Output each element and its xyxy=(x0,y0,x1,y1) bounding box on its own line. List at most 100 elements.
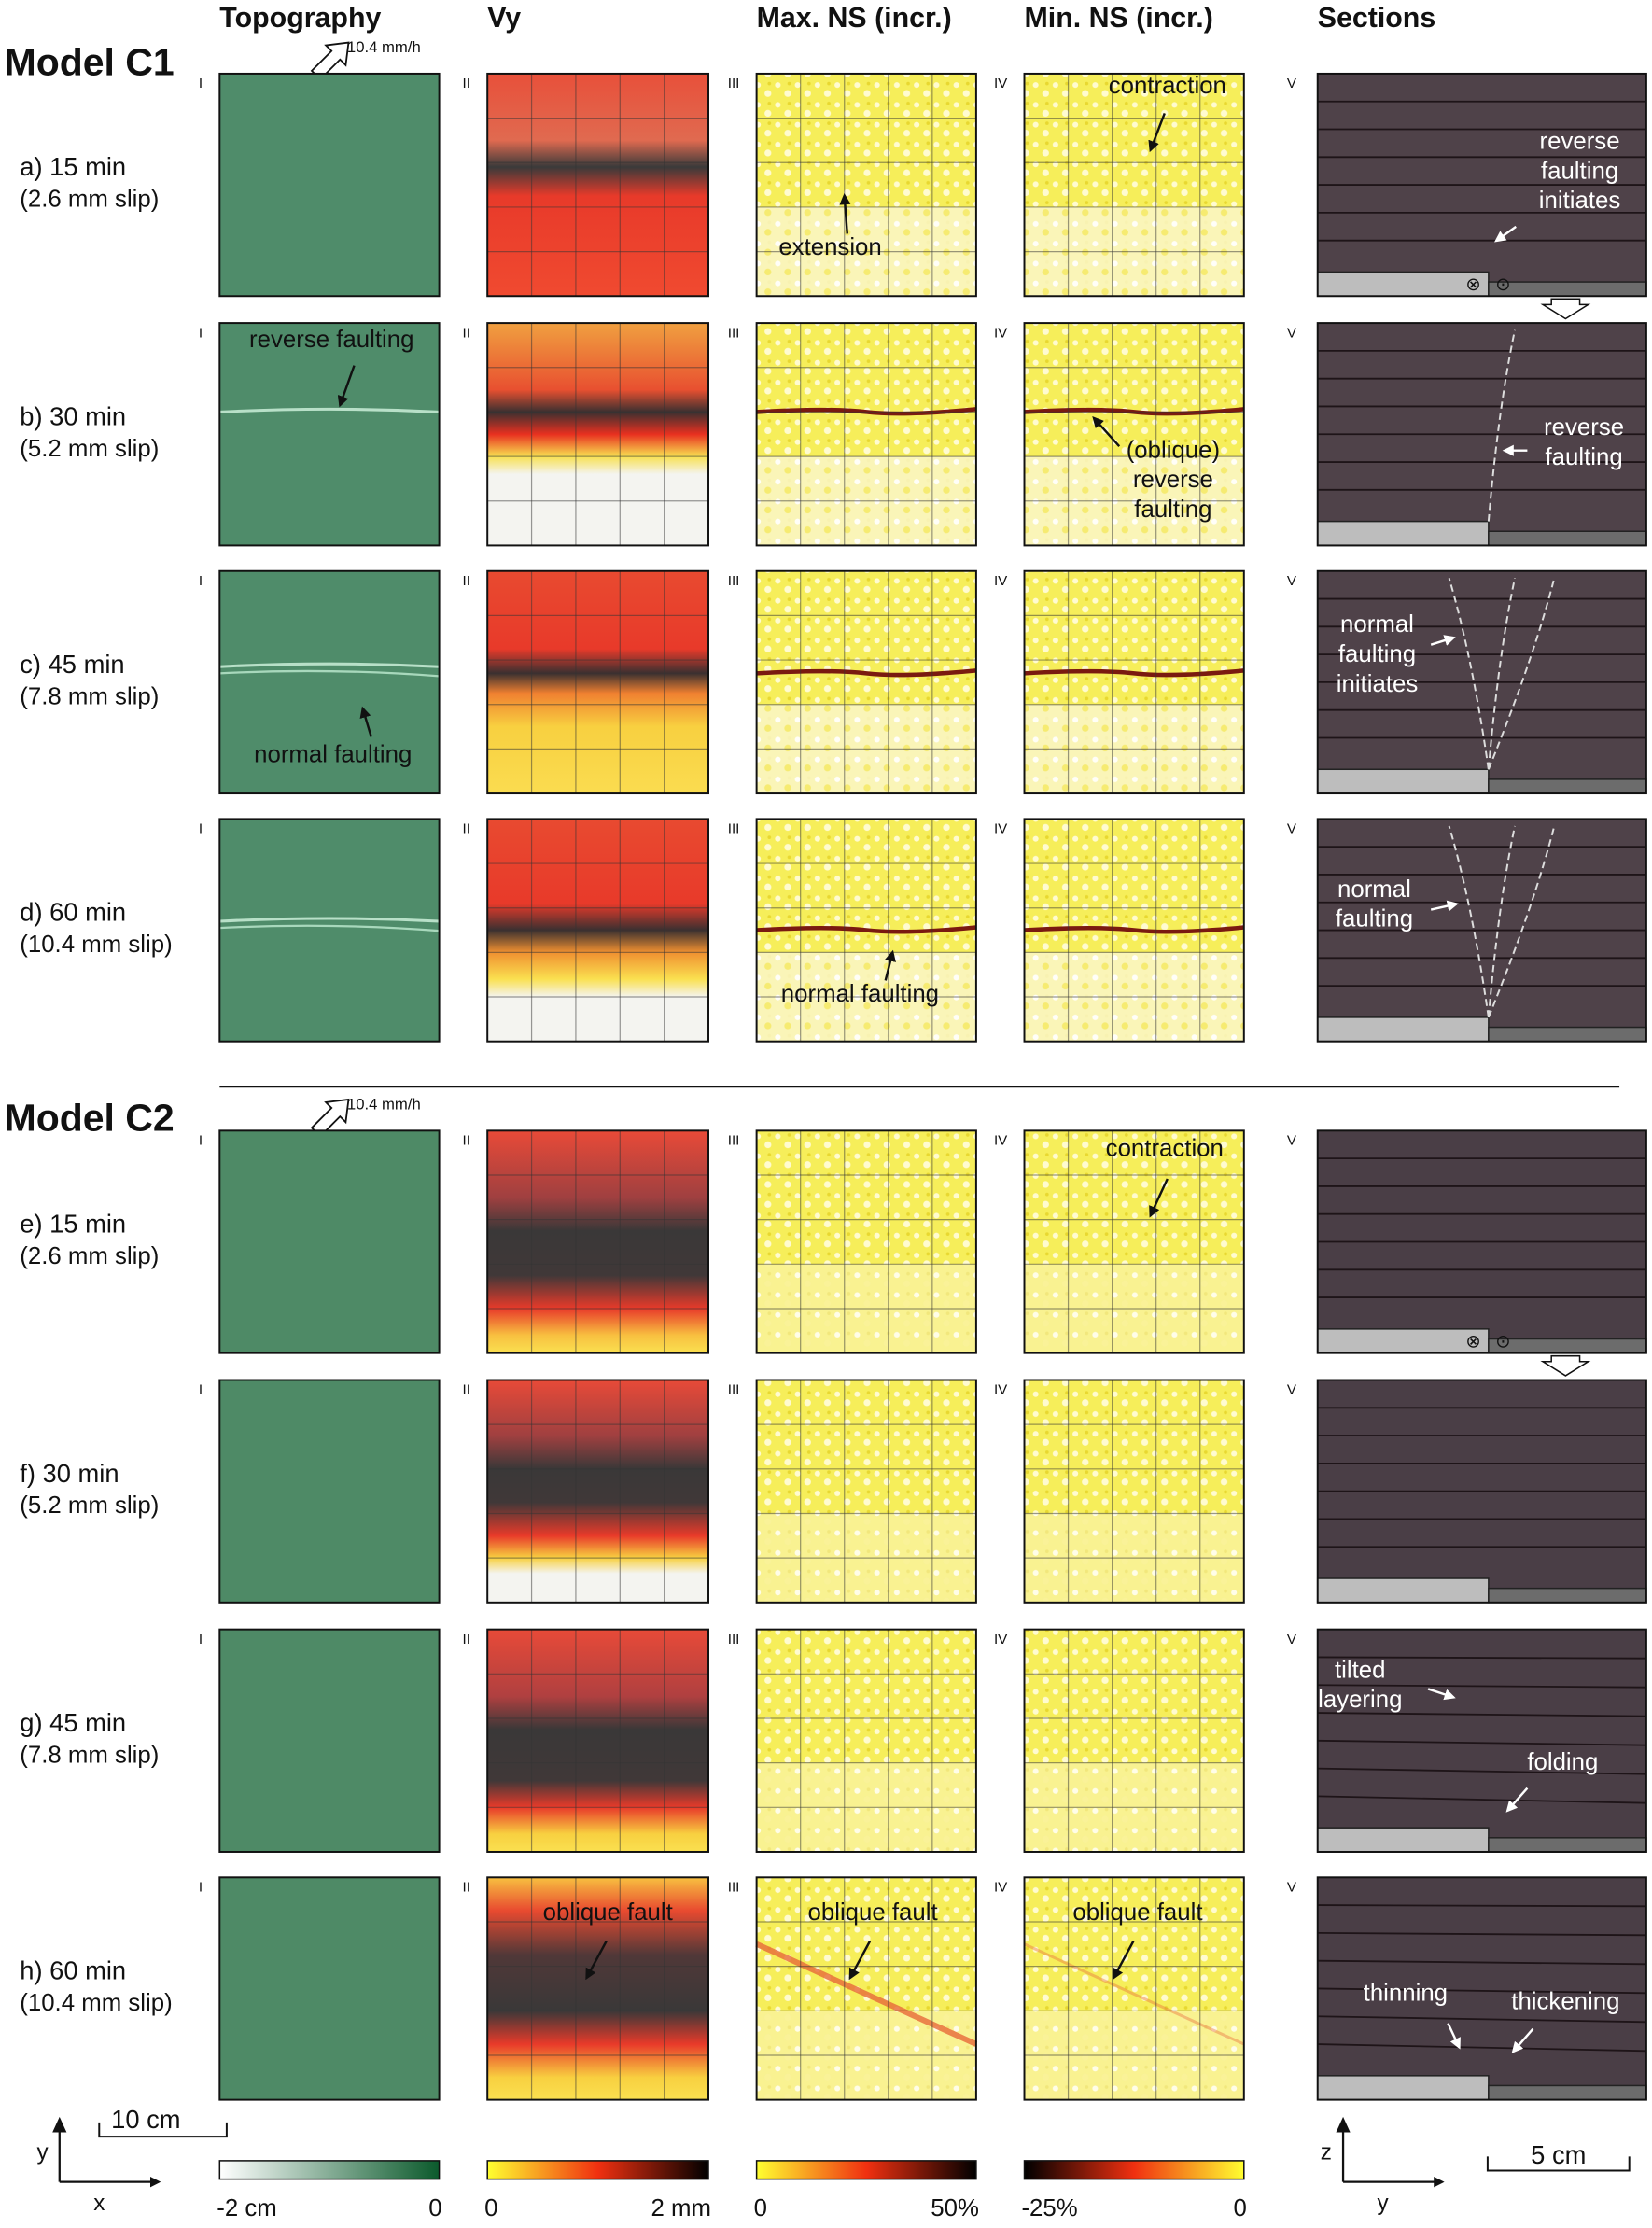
annotation: faulting xyxy=(1336,906,1413,932)
base-left xyxy=(1316,1016,1490,1043)
panel-frame xyxy=(486,569,709,795)
panel-numeral: I xyxy=(199,76,203,91)
slip-symbol: ⊙ xyxy=(1495,274,1511,295)
panel-frame xyxy=(486,1876,709,2101)
colorbar-label: -25% xyxy=(1021,2195,1077,2221)
axis-label: y xyxy=(36,2139,49,2165)
annotation: normal xyxy=(1337,876,1411,903)
panel-frame xyxy=(218,1876,441,2101)
panel-numeral: III xyxy=(728,1382,740,1398)
annotation-arrow xyxy=(1148,113,1166,153)
annotation: thickening xyxy=(1511,1988,1619,2014)
panel-numeral: IV xyxy=(994,1879,1008,1895)
panel-frame xyxy=(1316,1876,1647,2101)
slip-arrow xyxy=(1540,298,1591,320)
row-time: c) 45 min xyxy=(20,650,124,679)
panel xyxy=(486,322,709,547)
panel-frame xyxy=(486,72,709,298)
colorbar-label: 0 xyxy=(428,2195,441,2221)
panel xyxy=(218,1379,441,1604)
axis-arrowhead xyxy=(52,2116,67,2133)
panel-frame xyxy=(218,72,441,298)
panel-numeral: V xyxy=(1287,76,1297,91)
oblique-fault xyxy=(755,1941,978,2047)
annotation: extension xyxy=(778,234,881,260)
panel xyxy=(1316,1129,1647,1354)
panel-numeral: III xyxy=(728,325,740,341)
row-time: d) 60 min xyxy=(20,898,126,927)
panel-frame xyxy=(218,322,441,547)
annotation: oblique fault xyxy=(1072,1899,1202,1926)
scale-bar xyxy=(1486,2156,1631,2172)
base-left xyxy=(1316,1328,1490,1354)
panel-numeral: II xyxy=(463,325,470,341)
axis-label: x xyxy=(93,2191,105,2216)
layer xyxy=(1317,2015,1646,2024)
annotation-arrow xyxy=(585,1941,608,1981)
row-slip: (5.2 mm slip) xyxy=(20,436,159,462)
annotation: tilted xyxy=(1335,1657,1386,1683)
fault-trace xyxy=(219,924,440,932)
column-header: Vy xyxy=(487,3,521,34)
layer xyxy=(1317,1656,1646,1660)
panel xyxy=(218,818,441,1043)
panel-frame xyxy=(1023,1876,1245,2101)
layer xyxy=(1317,1684,1646,1689)
panel xyxy=(755,322,977,547)
row-slip: (7.8 mm slip) xyxy=(20,1742,159,1768)
panel xyxy=(486,1379,709,1604)
model-title: Model C2 xyxy=(5,1096,175,1139)
panel-frame xyxy=(755,1876,977,2101)
colorbar-label: 0 xyxy=(754,2195,767,2221)
panel xyxy=(1023,322,1245,547)
base-right xyxy=(1488,530,1647,547)
base-left xyxy=(1316,271,1490,298)
row-time: a) 15 min xyxy=(20,152,126,181)
panel-numeral: I xyxy=(199,1879,203,1895)
panel-frame xyxy=(218,1628,441,1853)
panel-frame xyxy=(1023,1129,1245,1354)
layer xyxy=(1317,1795,1646,1804)
row-slip: (10.4 mm slip) xyxy=(20,1990,172,2016)
panel-numeral: V xyxy=(1287,821,1297,837)
model-title: Model C1 xyxy=(5,40,175,83)
annotation-arrow xyxy=(359,706,372,737)
annotation-arrow xyxy=(1494,225,1517,243)
panel xyxy=(1316,1628,1647,1853)
colorbar xyxy=(1023,2160,1245,2180)
panel-numeral: V xyxy=(1287,325,1297,341)
vy-map xyxy=(487,1877,709,2100)
panel xyxy=(1316,72,1647,298)
base-right xyxy=(1488,1837,1647,1853)
panel-frame xyxy=(486,1379,709,1604)
panel-numeral: IV xyxy=(994,325,1008,341)
annotation-arrow xyxy=(1505,1787,1529,1813)
row-time: h) 60 min xyxy=(20,1956,126,1985)
base-right xyxy=(1488,1338,1647,1354)
scale-bar xyxy=(98,2122,228,2138)
panel xyxy=(1316,1876,1647,2101)
oblique-fault xyxy=(1023,1942,1245,2046)
fault-line xyxy=(756,668,977,678)
slip-symbol: ⊗ xyxy=(1465,1332,1481,1352)
colorbar-label: 2 mm xyxy=(651,2195,711,2221)
axis-arrows xyxy=(58,2124,159,2182)
panel xyxy=(1316,322,1647,547)
panel xyxy=(1023,818,1245,1043)
annotation-arrow xyxy=(1447,2023,1461,2050)
vy-map xyxy=(487,73,709,297)
topography-map xyxy=(219,1380,440,1603)
base-right xyxy=(1488,281,1647,298)
fault-dash xyxy=(1487,825,1517,1017)
panel xyxy=(218,1129,441,1354)
panel-numeral: II xyxy=(463,76,470,91)
panel-numeral: III xyxy=(728,76,740,91)
panel-numeral: V xyxy=(1287,573,1297,589)
fault-trace xyxy=(219,407,440,413)
row-slip: (7.8 mm slip) xyxy=(20,683,159,709)
annotation: faulting xyxy=(1546,444,1623,470)
panel-numeral: II xyxy=(463,1879,470,1895)
base-left xyxy=(1316,1827,1490,1853)
panel xyxy=(486,1876,709,2101)
panel-frame xyxy=(486,818,709,1043)
